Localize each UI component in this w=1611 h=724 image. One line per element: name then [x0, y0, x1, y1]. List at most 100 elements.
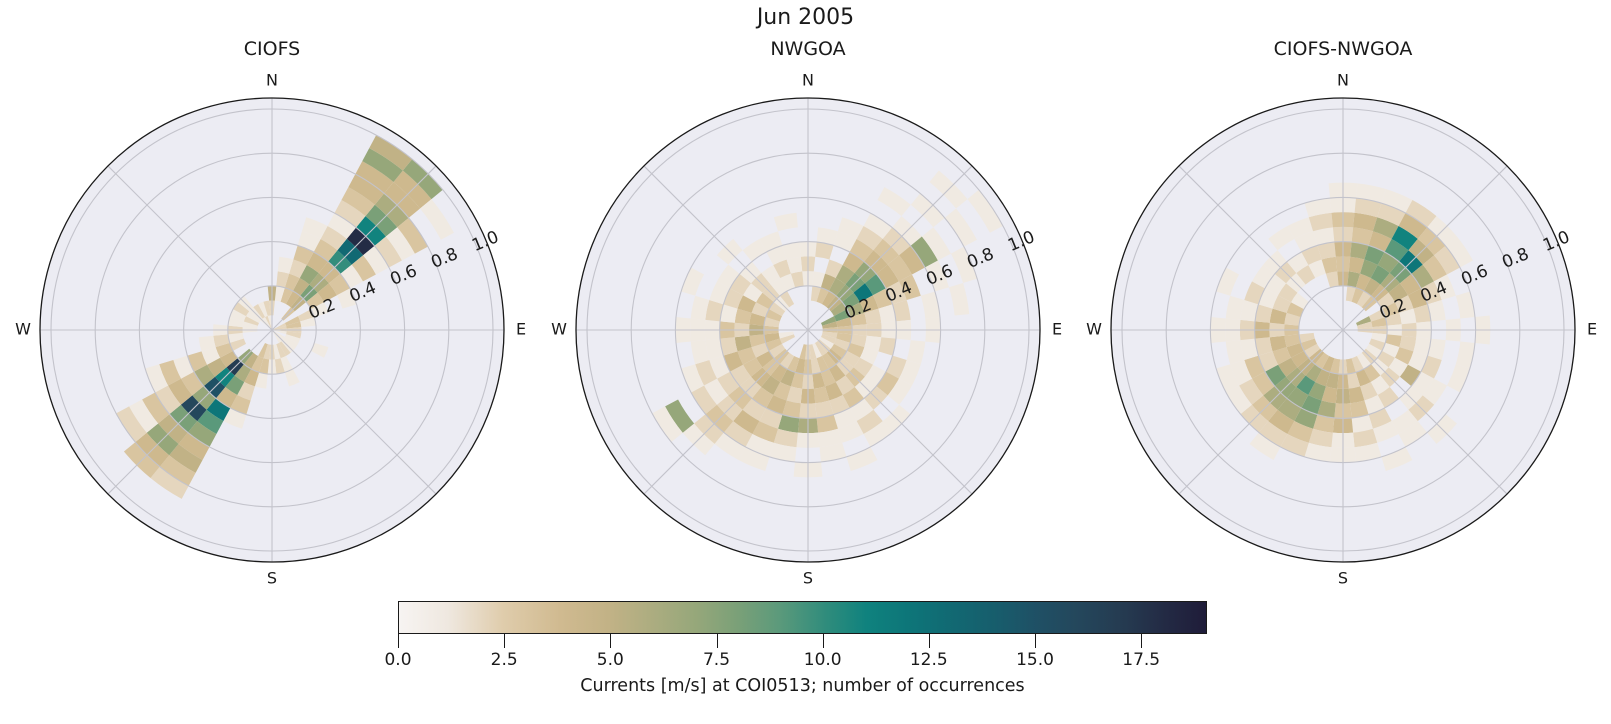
polar-cell [690, 295, 710, 320]
colorbar-tick [1141, 634, 1143, 648]
direction-label-n: N [266, 71, 278, 90]
polar-cell [293, 245, 314, 266]
polar-cell [310, 302, 329, 318]
polar-cell [1355, 316, 1372, 326]
polar-cell [1269, 335, 1287, 352]
polar-cell [258, 301, 268, 318]
polar-cell [948, 282, 970, 316]
polar-cell [213, 334, 230, 348]
polar-cell [705, 338, 724, 360]
polar-cell [286, 331, 302, 339]
polar-cell [812, 372, 826, 389]
polar-cell [1225, 340, 1245, 365]
polar-cell [1365, 343, 1382, 359]
polar-cell [220, 350, 238, 368]
polar-cell [1299, 332, 1315, 343]
polar-cell [853, 283, 873, 303]
polar-cell [950, 246, 978, 283]
polar-cell [876, 371, 899, 396]
polar-cell [778, 331, 794, 339]
polar-cell [1226, 385, 1252, 415]
polar-cell [836, 332, 852, 343]
polar-cell [967, 189, 1003, 233]
polar-cell [116, 406, 147, 443]
polar-cell [877, 187, 911, 217]
polar-cell [769, 442, 797, 462]
polar-cell [820, 334, 837, 344]
polar-cell [764, 332, 780, 343]
polar-cell [1225, 295, 1245, 320]
polar-cell [695, 359, 718, 386]
polar-cell [1391, 226, 1418, 251]
polar-cell [1394, 295, 1414, 313]
polar-cell [1354, 198, 1382, 218]
polar-cell [1405, 200, 1437, 228]
polar-cell [1350, 400, 1369, 418]
polar-cell [1286, 252, 1309, 274]
polar-cell [1258, 421, 1288, 447]
polar-cell [717, 264, 740, 289]
polar-cell [1422, 255, 1447, 282]
polar-cell [1304, 442, 1332, 462]
polar-cell [1287, 217, 1314, 240]
polar-cell [1278, 283, 1298, 303]
polar-cell [328, 273, 350, 296]
polar-cell [864, 308, 882, 325]
polar-cell [1399, 364, 1421, 387]
polar-cell [743, 283, 763, 303]
polar-cell [876, 264, 899, 289]
polar-cell [374, 236, 402, 268]
polar-cell [284, 334, 301, 344]
polar-cell [234, 364, 252, 382]
polar-cell [1411, 371, 1434, 396]
polar-cell [822, 331, 838, 339]
polar-cell [751, 342, 770, 358]
polar-cell [1370, 265, 1390, 285]
angular-gridline [807, 165, 973, 331]
polar-cell [1360, 259, 1378, 279]
polar-cell [1377, 350, 1395, 368]
polar-cell [272, 323, 287, 330]
polar-cell [859, 295, 879, 313]
polar-cell [779, 352, 795, 369]
polar-cell [1313, 414, 1335, 433]
polar-cell [340, 264, 363, 289]
polar-cell [1305, 364, 1323, 382]
figure-suptitle: Jun 2005 [756, 5, 855, 30]
polar-spine [575, 97, 1041, 563]
polar-cell [780, 368, 796, 387]
polar-cell [1308, 381, 1326, 401]
polar-cell [1272, 347, 1292, 365]
polar-cell [906, 340, 926, 365]
polar-cell [284, 368, 300, 387]
polar-cell [828, 364, 846, 382]
polar-cell [397, 217, 428, 254]
polar-cell [769, 343, 786, 359]
polar-cell [334, 200, 366, 228]
polar-cell [1304, 198, 1332, 218]
polar-cell [816, 287, 829, 305]
polar-cell [812, 271, 826, 288]
polar-cell [1413, 304, 1431, 323]
polar-cell [286, 321, 302, 329]
polar-cell [749, 334, 766, 348]
polar-cell [1278, 357, 1298, 377]
direction-label-w: W [1086, 320, 1102, 339]
polar-cell [1356, 183, 1386, 204]
polar-cell [1357, 321, 1373, 329]
polar-cell [790, 372, 804, 389]
polar-cell [243, 352, 259, 369]
polar-cell [1325, 271, 1339, 288]
polar-cell [1239, 378, 1264, 405]
polar-cell [215, 386, 238, 408]
colorbar-tick-label: 15.0 [1016, 650, 1054, 670]
polar-spine [39, 97, 505, 563]
polar-cell [830, 301, 847, 317]
colorbar-tick-label: 0.0 [384, 650, 412, 670]
polar-cell [720, 337, 738, 356]
polar-cell [818, 428, 843, 448]
colorbar-tick [716, 634, 718, 648]
angular-gridline [643, 329, 809, 495]
polar-cell [816, 355, 829, 373]
colorbar-tick-label: 17.5 [1122, 650, 1161, 670]
